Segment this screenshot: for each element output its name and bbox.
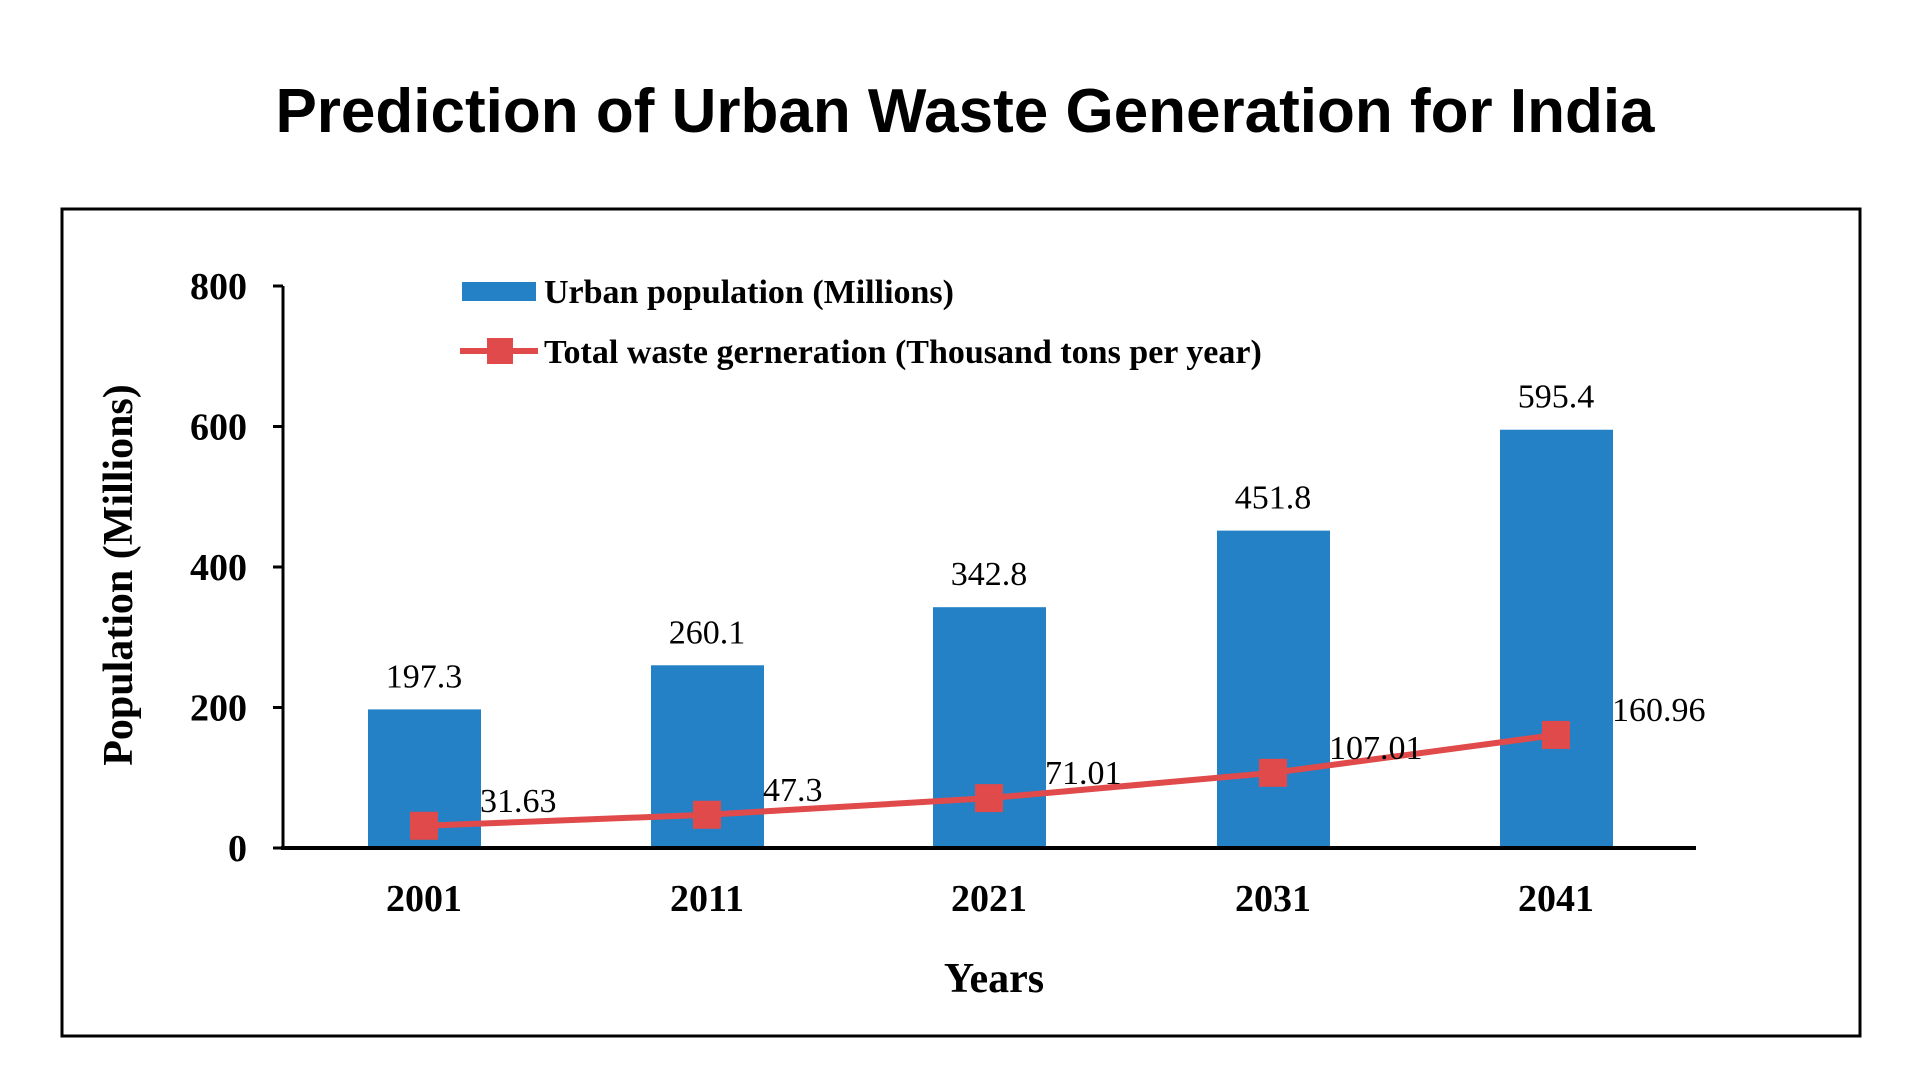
x-tick-label: 2041 — [1518, 878, 1594, 920]
y-tick-label: 200 — [190, 688, 247, 730]
legend-bar-swatch — [462, 282, 536, 301]
line-data-label: 71.01 — [1045, 755, 1122, 792]
legend: Urban population (Millions) Total waste … — [460, 274, 1262, 371]
x-tick-label: 2021 — [951, 878, 1027, 920]
chart-title: Prediction of Urban Waste Generation for… — [275, 77, 1655, 146]
chart-frame — [60, 207, 1862, 1038]
x-tick-label: 2011 — [670, 878, 744, 920]
legend-marker-swatch — [487, 338, 513, 364]
x-axis-label: Years — [944, 956, 1044, 1002]
waste-marker-2041 — [1542, 720, 1570, 749]
bar-data-label: 260.1 — [669, 614, 746, 651]
waste-marker-2031 — [1259, 758, 1287, 787]
x-tick-label: 2031 — [1235, 878, 1311, 920]
bar-2041 — [1500, 429, 1613, 848]
y-tick-label: 0 — [228, 828, 247, 870]
line-data-label: 47.3 — [763, 772, 823, 809]
bar-data-label: 197.3 — [386, 658, 463, 695]
waste-marker-2021 — [975, 784, 1003, 813]
y-tick-label: 400 — [190, 547, 247, 589]
line-data-label: 160.96 — [1612, 692, 1706, 729]
legend-label-population: Urban population (Millions) — [544, 274, 954, 311]
bar-data-label: 595.4 — [1518, 379, 1595, 416]
waste-marker-2001 — [410, 811, 438, 840]
bar-data-label: 342.8 — [951, 556, 1028, 593]
bar-data-label: 451.8 — [1235, 480, 1312, 517]
y-axis-label: Population (Millions) — [96, 384, 142, 766]
waste-marker-2011 — [693, 800, 721, 829]
x-tick-label: 2001 — [386, 878, 462, 920]
y-tick-label: 800 — [190, 266, 247, 308]
bar-2031 — [1217, 530, 1330, 848]
y-tick-label: 600 — [190, 407, 247, 449]
line-data-label: 107.01 — [1329, 730, 1423, 767]
line-data-label: 31.63 — [480, 783, 557, 820]
legend-label-waste: Total waste gerneration (Thousand tons p… — [544, 334, 1262, 371]
